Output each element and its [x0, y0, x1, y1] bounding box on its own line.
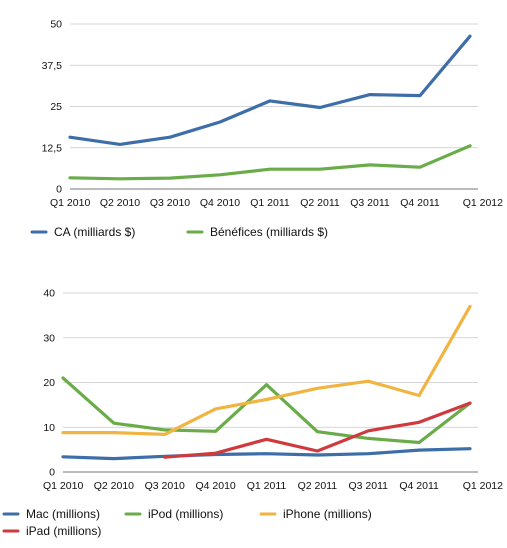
y-tick-label: 0 [56, 184, 62, 196]
x-tick-label: Q2 2011 [300, 197, 340, 209]
legend-label: iPad (millions) [26, 524, 101, 538]
y-tick-label: 20 [43, 377, 55, 389]
y-tick-label: 25 [50, 101, 62, 113]
y-tick-label: 30 [43, 332, 55, 344]
y-tick-label: 37,5 [42, 60, 63, 72]
x-tick-label: Q3 2011 [350, 197, 390, 209]
x-tick-label: Q3 2010 [145, 480, 185, 492]
x-tick-label: Q4 2011 [400, 197, 440, 209]
x-tick-label: Q4 2010 [200, 197, 240, 209]
chart-1: 0 12,5 25 37,5 50 Q1 2010 Q2 2010 Q3 2010 Q4 201… [30, 19, 503, 239]
y-tick-label: 40 [43, 288, 55, 300]
x-tick-label: Q2 2010 [100, 197, 140, 209]
x-tick-label: Q4 2011 [399, 480, 439, 492]
x-tick-label: Q3 2010 [150, 197, 190, 209]
x-tick-label: Q4 2010 [195, 480, 235, 492]
series-line-1 [61, 447, 472, 461]
legend-label: iPhone (millions) [283, 507, 372, 521]
legend-label: iPod (millions) [148, 507, 223, 521]
x-tick-label: Q1 2012 [463, 197, 503, 209]
series-line-2 [61, 376, 472, 445]
legend-label: Mac (millions) [26, 507, 100, 521]
legend-label: CA (milliards $) [54, 225, 135, 239]
x-tick-label: Q2 2010 [94, 480, 134, 492]
x-tick-label: Q3 2011 [348, 480, 388, 492]
series-line-1 [68, 34, 472, 146]
series-line-4 [163, 401, 472, 459]
x-tick-label: Q1 2011 [247, 480, 287, 492]
x-tick-label: Q1 2011 [250, 197, 290, 209]
x-tick-label: Q2 2011 [298, 480, 338, 492]
y-tick-label: 12,5 [42, 142, 63, 154]
legend-label: Bénéfices (milliards $) [210, 225, 328, 239]
series-line-2 [68, 144, 472, 181]
chart-2: 0 10 20 30 40 Q1 2010 Q2 2010 Q3 2010 Q4 2010 Q1 … [2, 288, 503, 538]
x-tick-label: Q1 2012 [463, 480, 503, 492]
y-tick-label: 50 [50, 19, 62, 31]
x-tick-label: Q1 2010 [43, 480, 83, 492]
x-tick-label: Q1 2010 [50, 197, 90, 209]
y-tick-label: 10 [43, 422, 55, 434]
series-line-3 [61, 304, 472, 436]
y-tick-label: 0 [49, 467, 55, 479]
